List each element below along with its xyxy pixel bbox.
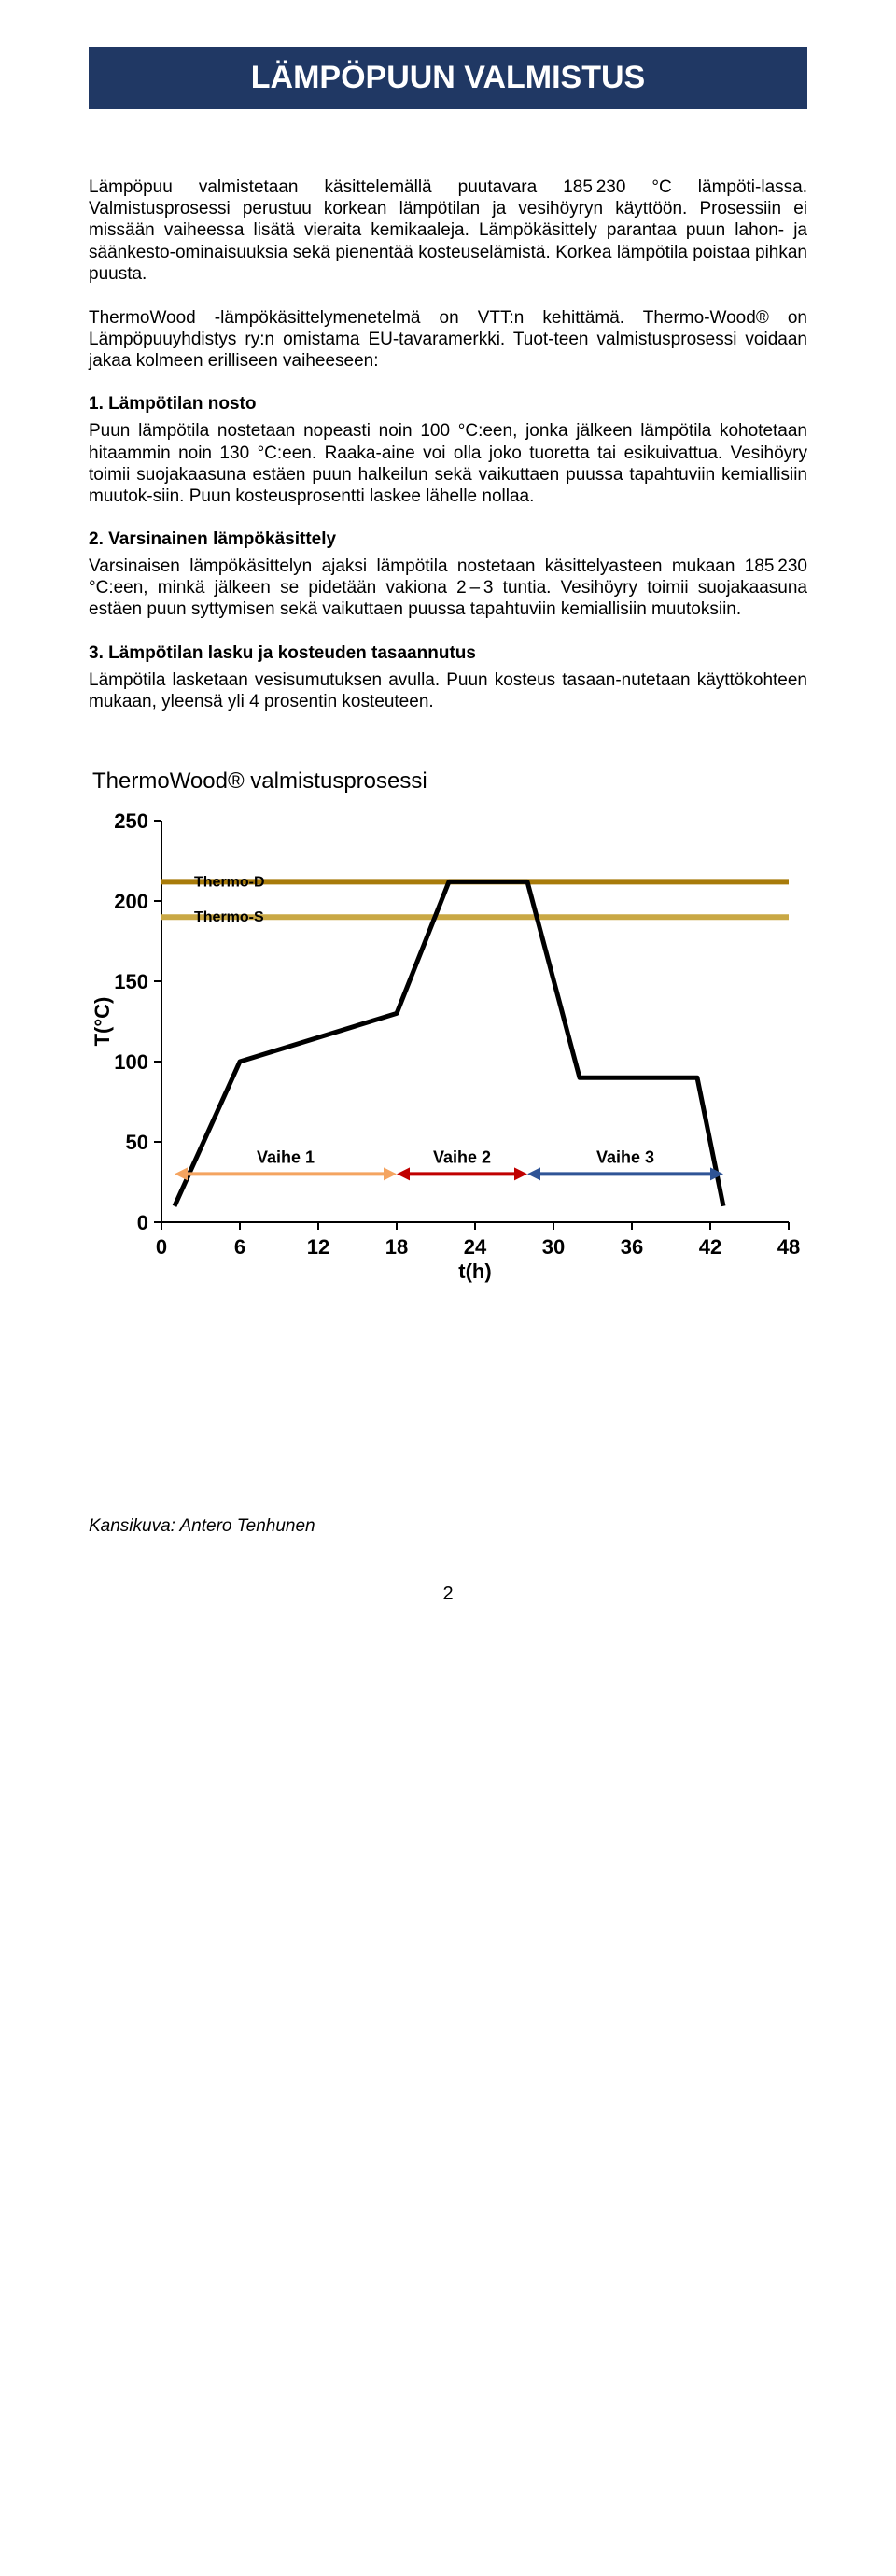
svg-text:Vaihe 1: Vaihe 1 xyxy=(257,1147,315,1166)
svg-text:T(°C): T(°C) xyxy=(91,997,114,1047)
intro-paragraph-2: ThermoWood -lämpökäsittelymenetelmä on V… xyxy=(89,307,807,373)
svg-text:t(h): t(h) xyxy=(458,1260,491,1283)
svg-text:100: 100 xyxy=(114,1050,148,1074)
svg-text:50: 50 xyxy=(126,1131,148,1154)
cover-photo-credit: Kansikuva: Antero Tenhunen xyxy=(89,1516,807,1537)
step2-body: Varsinaisen lämpökäsittelyn ajaksi lämpö… xyxy=(89,556,807,621)
svg-text:Thermo-S: Thermo-S xyxy=(194,909,264,925)
svg-text:200: 200 xyxy=(114,890,148,913)
svg-text:Vaihe 2: Vaihe 2 xyxy=(433,1147,491,1166)
intro-paragraph-1: Lämpöpuu valmistetaan käsittelemällä puu… xyxy=(89,176,807,285)
svg-text:42: 42 xyxy=(699,1235,721,1259)
step2-heading: 2. Varsinainen lämpökäsittely xyxy=(89,529,807,550)
svg-text:6: 6 xyxy=(234,1235,245,1259)
svg-text:150: 150 xyxy=(114,970,148,993)
step3-heading: 3. Lämpötilan lasku ja kosteuden tasaann… xyxy=(89,643,807,664)
chart-title: ThermoWood® valmistusprosessi xyxy=(92,768,807,795)
svg-text:24: 24 xyxy=(464,1235,487,1259)
process-chart: 0 50 100 150 200 250 0 6 12 18 24 30 36 42 48 t(h) T(°C)… xyxy=(89,802,807,1292)
page-title: LÄMPÖPUUN VALMISTUS xyxy=(89,47,807,109)
svg-text:0: 0 xyxy=(156,1235,167,1259)
svg-text:12: 12 xyxy=(307,1235,329,1259)
svg-text:48: 48 xyxy=(777,1235,800,1259)
svg-text:36: 36 xyxy=(621,1235,643,1259)
step3-body: Lämpötila lasketaan vesisumutuksen avull… xyxy=(89,669,807,712)
svg-text:0: 0 xyxy=(137,1211,148,1234)
step1-body: Puun lämpötila nostetaan nopeasti noin 1… xyxy=(89,420,807,507)
svg-text:30: 30 xyxy=(542,1235,565,1259)
step1-heading: 1. Lämpötilan nosto xyxy=(89,394,807,415)
svg-text:250: 250 xyxy=(114,809,148,833)
svg-text:18: 18 xyxy=(385,1235,408,1259)
svg-text:Thermo-D: Thermo-D xyxy=(194,874,265,890)
svg-text:Vaihe 3: Vaihe 3 xyxy=(596,1147,654,1166)
page-number: 2 xyxy=(89,1584,807,1605)
